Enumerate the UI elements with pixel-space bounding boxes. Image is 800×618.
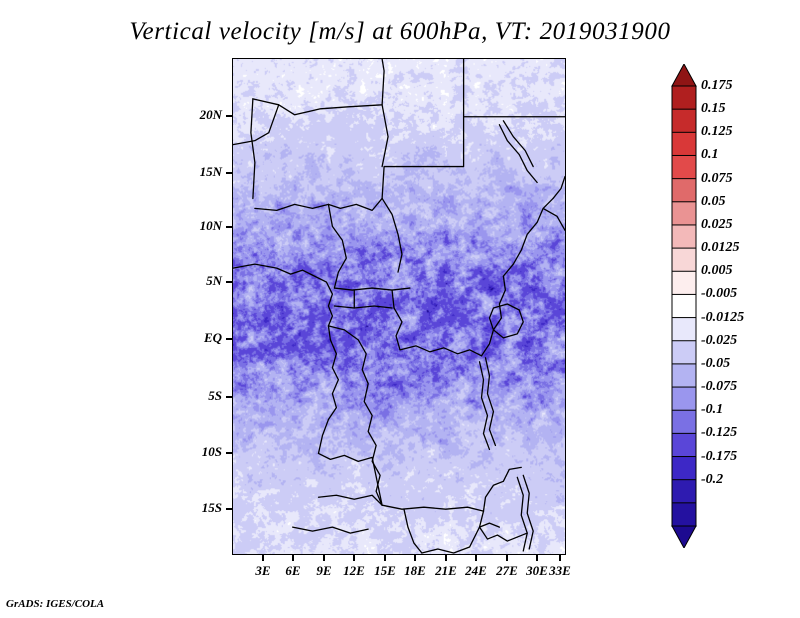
x-tick: [323, 555, 325, 561]
colorbar-tick-label: 0.075: [701, 170, 733, 186]
y-tick: [226, 172, 232, 174]
y-tick: [226, 452, 232, 454]
y-tick: [226, 226, 232, 228]
x-axis-label-27E: 27E: [496, 563, 518, 578]
x-tick: [506, 555, 508, 561]
y-tick: [226, 508, 232, 510]
colorbar-tick-label: -0.0125: [701, 309, 745, 325]
page-title: Vertical velocity [m/s] at 600hPa, VT: 2…: [129, 18, 671, 45]
colorbar: [671, 64, 697, 548]
y-tick: [226, 281, 232, 283]
x-axis-label-9E: 9E: [316, 563, 332, 578]
x-axis-label-30E: 30E: [526, 563, 548, 578]
y-axis-label-15N: 15N: [199, 164, 222, 179]
map-plot-area: [232, 58, 566, 555]
x-axis-label-33E: 33E: [549, 563, 571, 578]
x-tick: [559, 555, 561, 561]
colorbar-tick-label: 0.005: [701, 263, 733, 279]
colorbar-tick-label: -0.1: [701, 402, 724, 418]
colorbar-tick-label: 0.025: [701, 216, 733, 232]
x-axis-label-6E: 6E: [285, 563, 301, 578]
x-axis-label-21E: 21E: [435, 563, 457, 578]
x-tick: [414, 555, 416, 561]
colorbar-tick-label: -0.2: [701, 471, 724, 487]
colorbar-tick-label: 0.1: [701, 147, 719, 163]
y-axis-label-10S: 10S: [201, 444, 222, 459]
x-axis-label-24E: 24E: [465, 563, 487, 578]
colorbar-tick-label: 0.0125: [701, 240, 740, 256]
colorbar-tick-label: -0.075: [701, 379, 738, 395]
colorbar-tick-label: -0.025: [701, 332, 738, 348]
colorbar-tick-label: 0.125: [701, 124, 733, 140]
x-tick: [292, 555, 294, 561]
x-tick: [384, 555, 386, 561]
x-tick: [475, 555, 477, 561]
y-tick: [226, 396, 232, 398]
colorbar-tick-label: -0.125: [701, 425, 738, 441]
x-tick: [353, 555, 355, 561]
country-borders-overlay: [233, 59, 565, 554]
x-axis-label-12E: 12E: [343, 563, 365, 578]
y-axis-label-20N: 20N: [199, 107, 222, 122]
colorbar-tick-label: -0.005: [701, 286, 738, 302]
colorbar-tick-label: 0.175: [701, 78, 733, 93]
y-axis-label-15S: 15S: [201, 500, 222, 515]
x-tick: [536, 555, 538, 561]
y-axis-label-5S: 5S: [208, 388, 222, 403]
vertical-velocity-field: [233, 59, 565, 554]
footer-credit: GrADS: IGES/COLA: [6, 598, 105, 610]
x-axis-label-15E: 15E: [374, 563, 396, 578]
colorbar-tick-label: 0.15: [701, 101, 726, 117]
y-tick: [226, 115, 232, 117]
x-axis-label-3E: 3E: [255, 563, 271, 578]
x-tick: [262, 555, 264, 561]
y-axis-label-EQ: EQ: [203, 330, 222, 345]
x-tick: [445, 555, 447, 561]
colorbar-tick-label: -0.175: [701, 448, 738, 464]
x-axis-label-18E: 18E: [404, 563, 426, 578]
colorbar-tick-label: -0.05: [701, 355, 731, 371]
y-tick: [226, 338, 232, 340]
y-axis-label-10N: 10N: [199, 218, 222, 233]
colorbar-tick-label: 0.05: [701, 193, 726, 209]
y-axis-label-5N: 5N: [206, 273, 222, 288]
